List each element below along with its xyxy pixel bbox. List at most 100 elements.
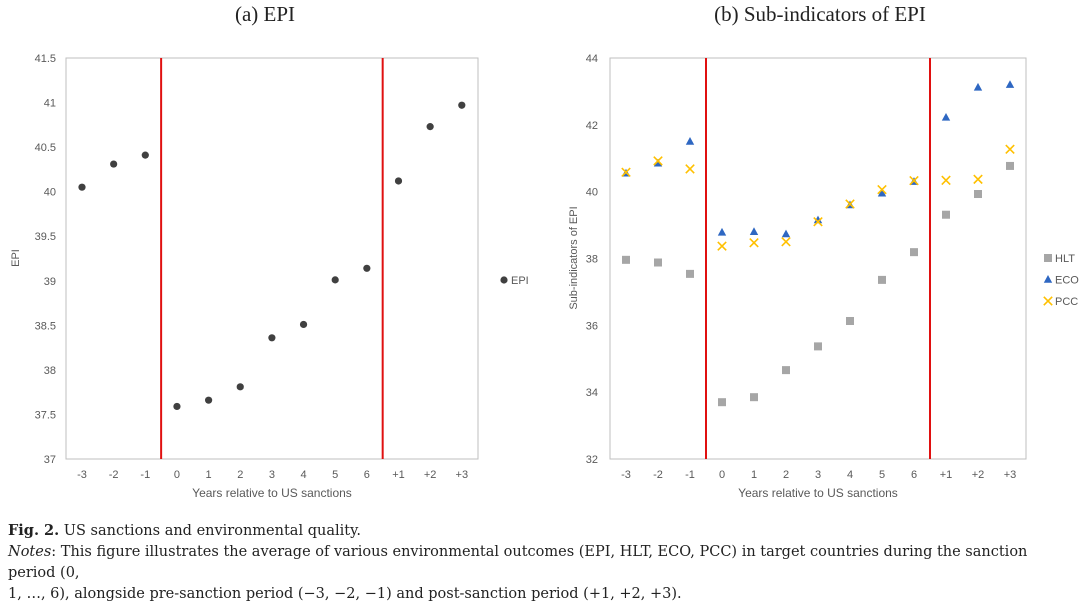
y-tick-label-38-5: 38.5: [35, 320, 56, 332]
y-tick-label-40-5: 40.5: [35, 142, 56, 154]
hlt-point-1-4: [750, 393, 758, 402]
y-tick-label-38: 38: [586, 254, 598, 266]
epi-point-3-12: [458, 101, 466, 109]
legend-marker-hlt: [1044, 254, 1052, 262]
eco-point-5-8: [877, 188, 887, 197]
legend-label-epi: EPI: [511, 275, 529, 287]
y-tick-label-37-5: 37.5: [35, 409, 56, 421]
pcc-point-1-2: [685, 164, 695, 174]
eco-point-3-12: [1005, 80, 1015, 88]
eco-point-2-5: [781, 229, 791, 238]
hlt-point-2-1: [654, 258, 662, 267]
epi-point-4-7: [299, 320, 308, 329]
hlt-point-6-9: [910, 248, 918, 257]
y-tick-label-40: 40: [44, 187, 56, 199]
pcc-point-1-4: [749, 238, 759, 248]
figure-text: US sanctions and environmental quality.: [63, 523, 361, 539]
x-tick-label-3-0: -3: [77, 469, 87, 481]
x-tick-label-4-7: 4: [300, 469, 306, 481]
y-tick-label-36: 36: [586, 320, 598, 332]
y-tick-label-41-5: 41.5: [35, 53, 56, 65]
hlt-point-1-2: [686, 269, 694, 278]
epi-point-6-9: [363, 264, 371, 272]
y-tick-label-32: 32: [586, 454, 598, 466]
y-tick-label-39-5: 39.5: [35, 231, 56, 243]
plot-frame: [65, 57, 479, 460]
x-tick-label-1-2: -1: [140, 469, 150, 481]
x-tick-label-3-6: 3: [269, 469, 275, 481]
x-tick-label-2-1: -2: [653, 469, 663, 481]
figure-caption: Fig. 2. US sanctions and environmental q…: [8, 520, 1074, 605]
left-panel-title: (a) EPI: [234, 2, 296, 26]
hlt-point-4-7: [846, 316, 854, 325]
right-panel-title: (b) Sub-indicators of EPI: [714, 2, 926, 26]
pcc-point-4-7: [845, 199, 855, 209]
y-axis-label: Sub-indicators of EPI: [568, 206, 580, 309]
epi-point-5-8: [331, 276, 339, 284]
x-tick-label-2-11: +2: [424, 469, 437, 481]
caption-notes-continued: 1, …, 6), alongside pre-sanction period …: [8, 586, 682, 602]
eco-point-1-4: [749, 227, 759, 235]
hlt-point-3-0: [622, 255, 630, 264]
hlt-point-5-8: [878, 275, 886, 284]
x-axis-label: Years relative to US sanctions: [192, 486, 352, 500]
pcc-point-6-9: [909, 175, 919, 186]
y-tick-label-40: 40: [586, 187, 598, 199]
x-tick-label-1-10: +1: [392, 469, 405, 481]
y-tick-label-39: 39: [44, 276, 56, 288]
x-tick-label-3-12: +3: [456, 469, 469, 481]
x-tick-label-6-9: 6: [911, 469, 917, 481]
caption-notes: Notes: This figure illustrates the avera…: [8, 542, 1074, 584]
epi-point-0-3: [173, 402, 181, 411]
plot-frame: [609, 57, 1027, 460]
hlt-point-3-6: [814, 342, 822, 351]
pcc-point-0-3: [717, 241, 727, 251]
legend-marker-epi: [500, 276, 508, 284]
epi-point-1-10: [394, 177, 403, 185]
x-tick-label-1-4: 1: [751, 469, 757, 481]
epi-point-2-11: [426, 123, 434, 131]
epi-point-2-1: [110, 160, 118, 168]
epi-point-3-0: [78, 183, 86, 191]
x-tick-label-4-7: 4: [847, 469, 853, 481]
pcc-point-3-12: [1005, 144, 1015, 154]
legend-label-pcc: PCC: [1055, 296, 1078, 308]
x-tick-label-5-8: 5: [332, 469, 338, 481]
x-tick-label-2-11: +2: [972, 469, 985, 481]
pcc-point-3-6: [813, 216, 823, 227]
figure-label: Fig. 2.: [8, 522, 60, 539]
hlt-point-1-10: [942, 210, 950, 219]
hlt-point-2-5: [782, 366, 790, 375]
notes-line-1: : This figure illustrates the average of…: [8, 544, 1028, 581]
pcc-point-3-0: [621, 167, 631, 178]
hlt-point-3-12: [1006, 161, 1014, 170]
x-tick-label-1-10: +1: [940, 469, 953, 481]
eco-point-0-3: [717, 227, 727, 236]
eco-point-1-2: [685, 137, 695, 145]
x-axis-label: Years relative to US sanctions: [738, 486, 898, 500]
x-tick-label-0-3: 0: [174, 469, 180, 481]
y-tick-label-44: 44: [586, 53, 598, 65]
y-tick-label-42: 42: [586, 120, 598, 132]
y-tick-label-34: 34: [586, 387, 598, 399]
x-tick-label-0-3: 0: [719, 469, 725, 481]
eco-point-3-6: [813, 215, 823, 224]
notes-label: Notes: [8, 544, 52, 560]
x-tick-label-1-2: -1: [685, 469, 695, 481]
x-tick-label-5-8: 5: [879, 469, 885, 481]
eco-point-2-1: [653, 158, 663, 167]
caption-title-line: Fig. 2. US sanctions and environmental q…: [8, 520, 1074, 542]
x-tick-label-3-12: +3: [1004, 469, 1017, 481]
pcc-point-5-8: [877, 184, 887, 195]
epi-point-1-4: [205, 396, 213, 404]
pcc-point-2-1: [653, 156, 663, 166]
y-tick-label-41: 41: [44, 98, 56, 110]
legend-marker-eco: [1043, 275, 1053, 283]
x-tick-label-3-0: -3: [621, 469, 631, 481]
pcc-point-1-10: [941, 175, 951, 186]
y-tick-label-37: 37: [44, 454, 56, 466]
hlt-point-0-3: [718, 398, 726, 407]
pcc-point-2-11: [973, 174, 983, 185]
